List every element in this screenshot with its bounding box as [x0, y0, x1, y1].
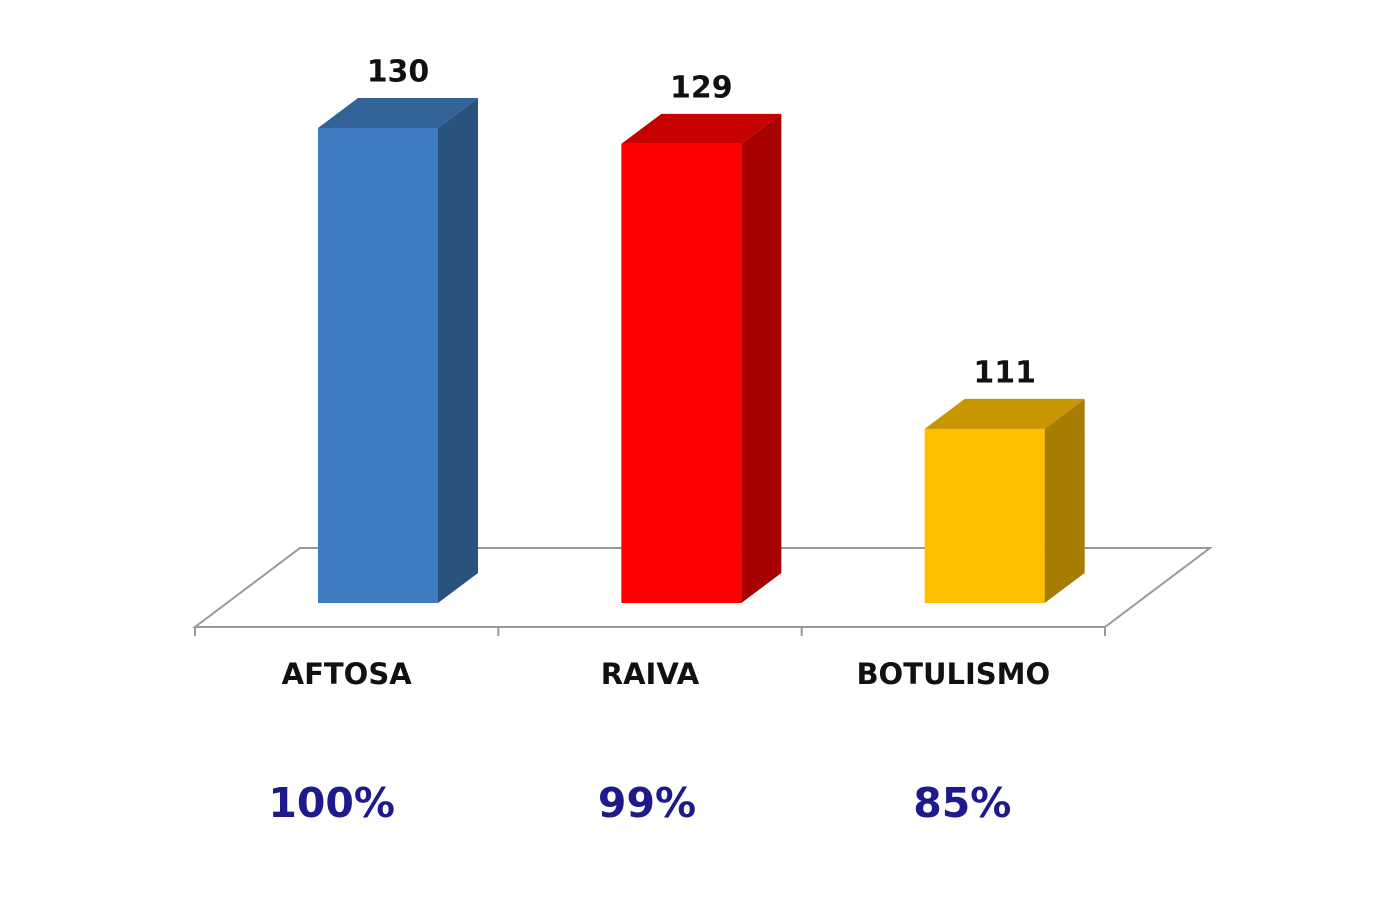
- bar-top: [924, 398, 1085, 429]
- value-label: 130: [367, 55, 430, 90]
- bar-side: [438, 98, 478, 603]
- bar-front: [318, 128, 438, 603]
- percent-label: 100%: [268, 779, 395, 827]
- bar-side: [741, 113, 782, 603]
- bar-top: [621, 113, 782, 144]
- percent-label: 85%: [913, 779, 1011, 827]
- bar-top: [318, 98, 478, 128]
- percent-label: 99%: [598, 779, 696, 827]
- x-tick-label: RAIVA: [601, 657, 700, 691]
- bar-front: [924, 428, 1045, 603]
- value-label: 129: [670, 70, 733, 105]
- x-tick-label: BOTULISMO: [856, 657, 1050, 691]
- x-tick-label: AFTOSA: [282, 657, 413, 691]
- bar-front: [621, 143, 742, 604]
- bar-side: [1044, 398, 1085, 603]
- value-label: 111: [973, 355, 1036, 390]
